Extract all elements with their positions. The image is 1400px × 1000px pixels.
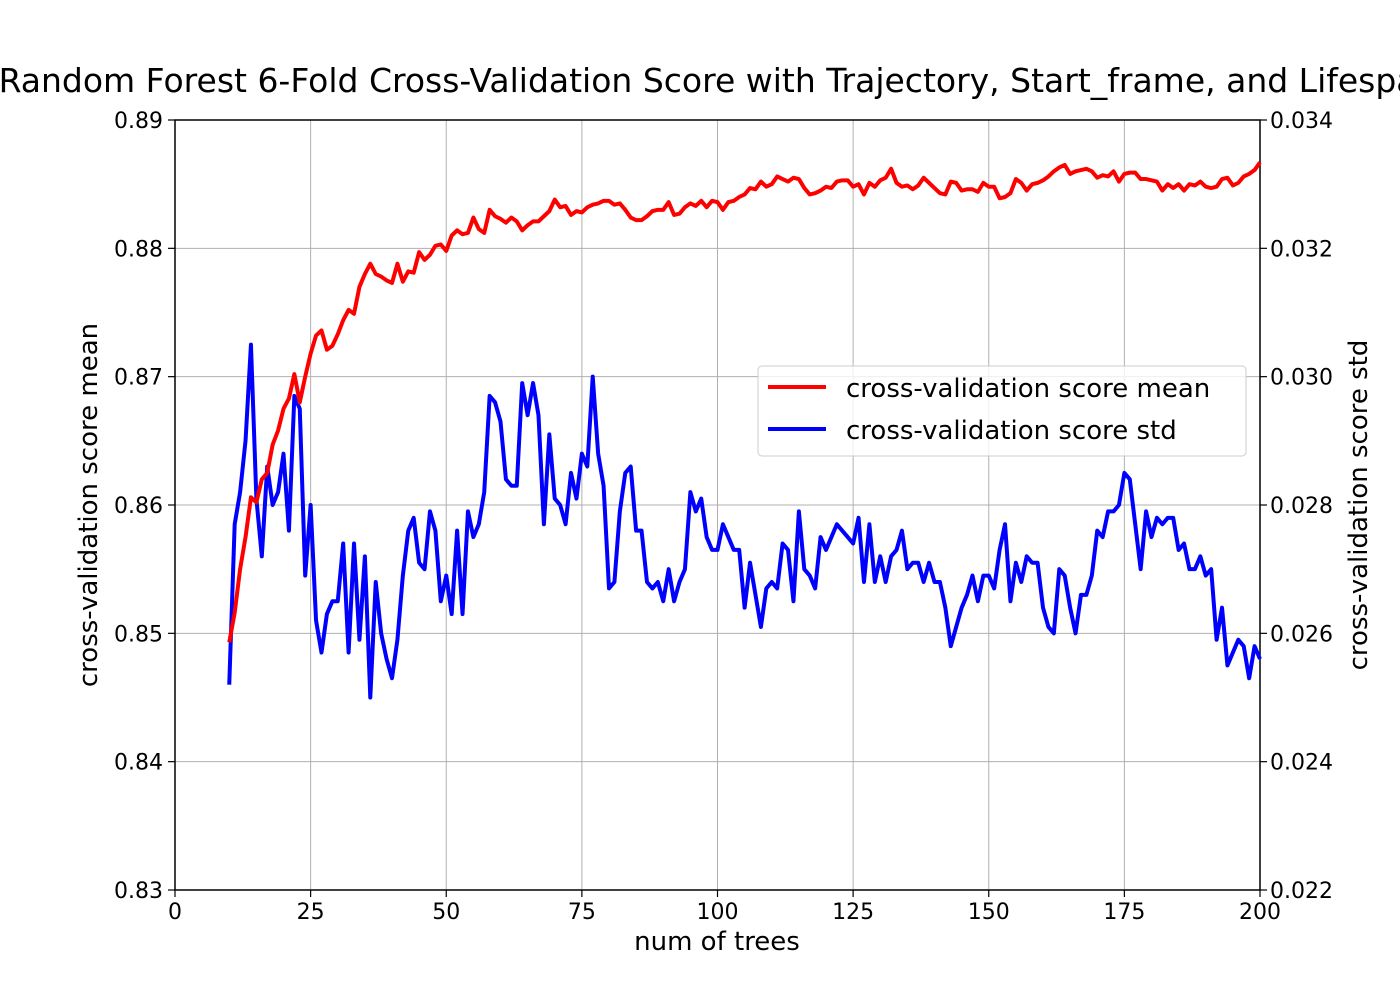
- y-tick-label-right: 0.030: [1270, 366, 1333, 391]
- series-layer: [227, 161, 1262, 700]
- y-tick-label-right: 0.028: [1270, 494, 1333, 519]
- y-axis-left: 0.83 0.84 0.85 0.86 0.87 0.88 0.89: [114, 109, 175, 904]
- y-tick-label-right: 0.024: [1270, 751, 1333, 776]
- y-tick-label-right: 0.034: [1270, 109, 1333, 134]
- x-tick-label: 150: [968, 900, 1010, 925]
- y-tick-label-left: 0.83: [114, 879, 163, 904]
- x-tick-label: 100: [697, 900, 739, 925]
- y-tick-label-right: 0.022: [1270, 879, 1333, 904]
- y-tick-label-left: 0.88: [114, 237, 163, 262]
- y-tick-label-right: 0.026: [1270, 622, 1333, 647]
- y-tick-label-left: 0.85: [114, 622, 163, 647]
- chart-title: Random Forest 6-Fold Cross-Validation Sc…: [0, 61, 1400, 100]
- x-tick-label: 200: [1239, 900, 1281, 925]
- y-axis-label-right: cross-validation score std: [1344, 340, 1374, 671]
- y-tick-label-left: 0.87: [114, 366, 163, 391]
- y-tick-label-left: 0.86: [114, 494, 163, 519]
- legend-label-mean: cross-validation score mean: [846, 374, 1210, 404]
- y-tick-label-right: 0.032: [1270, 237, 1333, 262]
- series-line-mean: [227, 161, 1262, 643]
- series-line-std: [227, 342, 1262, 700]
- x-tick-label: 175: [1103, 900, 1145, 925]
- legend: cross-validation score mean cross-valida…: [757, 365, 1247, 457]
- x-tick-label: 0: [168, 900, 182, 925]
- x-tick-label: 75: [568, 900, 596, 925]
- x-axis-label: num of trees: [634, 927, 800, 957]
- x-tick-label: 25: [297, 900, 325, 925]
- y-tick-label-left: 0.89: [114, 109, 163, 134]
- y-tick-label-left: 0.84: [114, 751, 163, 776]
- x-tick-label: 50: [432, 900, 460, 925]
- x-axis: 0 25 50 75 100 125 150 175 200: [168, 890, 1281, 925]
- y-axis-right: 0.022 0.024 0.026 0.028 0.030 0.032 0.034: [1260, 109, 1333, 904]
- x-tick-label: 125: [832, 900, 874, 925]
- legend-label-std: cross-validation score std: [846, 416, 1177, 446]
- legend-box: [757, 365, 1247, 457]
- y-axis-label-left: cross-validation score mean: [74, 323, 104, 687]
